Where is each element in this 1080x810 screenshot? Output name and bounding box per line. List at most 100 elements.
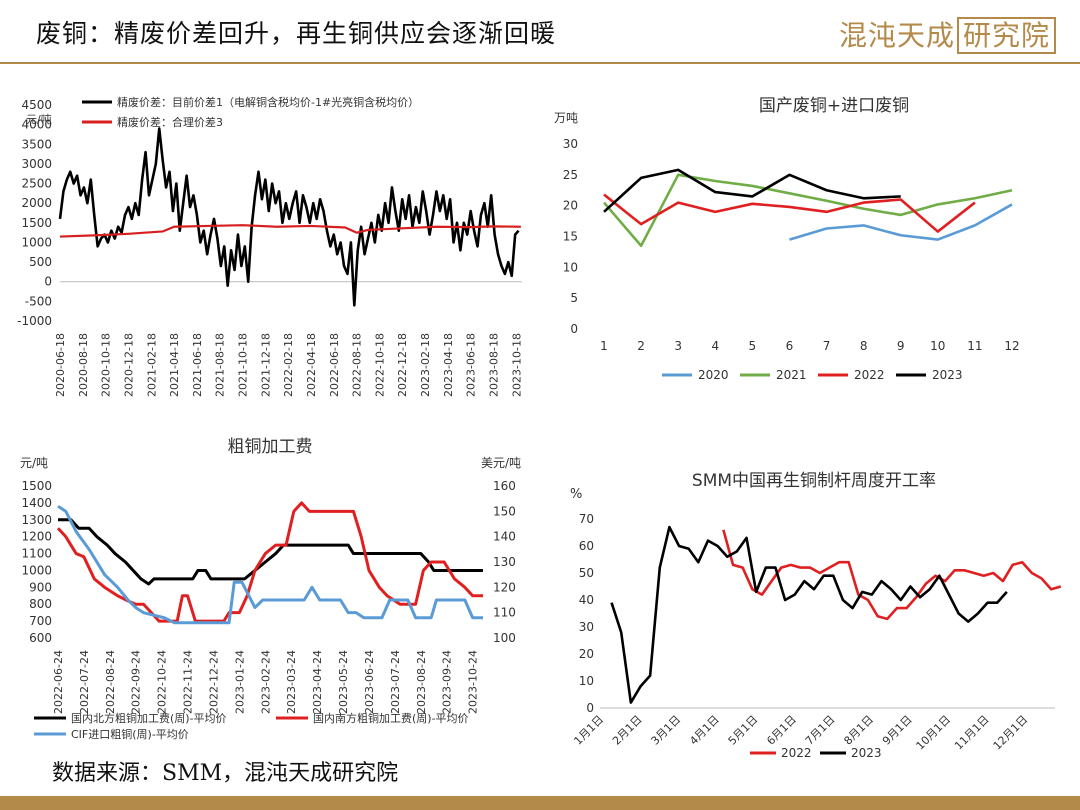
x-tick-label: 2021-04-18 — [168, 333, 181, 397]
y-tick-label: 1100 — [21, 547, 52, 561]
y-tick-label: 40 — [579, 593, 594, 607]
y-tick-label: -500 — [25, 294, 52, 308]
legend-label: 国内南方粗铜加工费(周)-平均价 — [313, 711, 469, 725]
y-tick-label: 1500 — [21, 479, 52, 493]
y2-tick-label: 160 — [493, 479, 516, 493]
legend-label: 2023 — [851, 746, 882, 760]
y-tick-label: 2500 — [21, 177, 52, 191]
legend-label: CIF进口粗铜(周)-平均价 — [71, 727, 189, 741]
x-tick-label: 2022-09-24 — [130, 650, 143, 714]
y2-axis-label: 美元/吨 — [481, 456, 521, 470]
x-tick-label: 2 — [637, 339, 645, 353]
x-tick-label: 4 — [711, 339, 719, 353]
x-tick-label: 2021-12-18 — [259, 333, 272, 397]
x-tick-label: 4月1日 — [687, 713, 722, 748]
x-tick-label: 2023-08-24 — [415, 650, 428, 714]
y-axis-label: 元/吨 — [26, 113, 52, 126]
series-line — [722, 529, 1062, 621]
y2-tick-label: 120 — [493, 580, 516, 594]
x-tick-label: 5月1日 — [726, 713, 761, 748]
legend-label: 精废价差：目前价差1（电解铜含税均价-1#光亮铜含税均价） — [117, 95, 419, 109]
y-tick-label: 25 — [563, 168, 578, 182]
x-tick-label: 8月1日 — [841, 713, 876, 748]
operating-rate-chart: SMM中国再生铜制杆周度开工率% 0 10 20 30 40 50 60 70 1月1日 2月1日 3… — [570, 471, 1062, 760]
y-tick-label: 10 — [563, 260, 578, 274]
x-tick-label: 2023-10-24 — [467, 650, 480, 714]
y-tick-label: 30 — [579, 620, 594, 634]
y2-tick-label: 130 — [493, 555, 516, 569]
logo-boxed-text: 研究院 — [956, 17, 1056, 54]
x-tick-label: 9月1日 — [880, 713, 915, 748]
x-tick-label: 2021-06-18 — [191, 333, 204, 397]
legend-label: 2023 — [932, 368, 963, 382]
x-tick-label: 2022-10-18 — [373, 333, 386, 397]
y-tick-label: 3500 — [21, 137, 52, 151]
x-tick-label: 2022-02-18 — [282, 333, 295, 397]
x-tick-label: 12月1日 — [991, 713, 1031, 753]
x-tick-label: 2023-10-18 — [510, 333, 523, 397]
x-tick-label: 2022-08-24 — [104, 650, 117, 714]
x-tick-label: 1 — [600, 339, 608, 353]
x-tick-label: 11 — [967, 339, 982, 353]
x-tick-label: 3月1日 — [649, 713, 684, 748]
x-tick-label: 2022-06-18 — [328, 333, 341, 397]
x-tick-label: 2023-05-24 — [337, 650, 350, 714]
y-tick-label: 4000 — [21, 118, 52, 132]
x-tick-label: 10月1日 — [914, 713, 954, 753]
series-line — [57, 505, 483, 625]
series-line — [58, 127, 520, 307]
y-tick-label: 5 — [570, 291, 578, 305]
x-tick-label: 2022-04-18 — [305, 333, 318, 397]
y-tick-label: 1200 — [21, 530, 52, 544]
x-tick-label: 2021-08-18 — [214, 333, 227, 397]
y-tick-label: 1300 — [21, 513, 52, 527]
y-tick-label: 800 — [29, 597, 52, 611]
y-tick-label: 20 — [563, 199, 578, 213]
y-tick-label: 1000 — [21, 563, 52, 577]
y-tick-label: 0 — [44, 275, 52, 289]
y-tick-label: 20 — [579, 647, 594, 661]
x-tick-label: 2023-07-24 — [389, 650, 402, 714]
x-tick-label: 3 — [674, 339, 682, 353]
x-tick-label: 1月1日 — [571, 713, 606, 748]
y-tick-label: 30 — [563, 137, 578, 151]
x-tick-label: 2023-09-24 — [441, 650, 454, 714]
x-tick-label: 7月1日 — [803, 713, 838, 748]
x-tick-label: 7 — [823, 339, 831, 353]
series-line — [603, 193, 976, 233]
series-line — [58, 518, 483, 586]
x-tick-label: 2020-10-18 — [100, 333, 113, 397]
y2-tick-label: 150 — [493, 504, 516, 518]
y-tick-label: 0 — [586, 701, 594, 715]
y-tick-label: 1000 — [21, 235, 52, 249]
y2-tick-label: 100 — [493, 631, 516, 645]
x-tick-label: 2022-08-18 — [351, 333, 364, 397]
legend-label: 2021 — [776, 368, 807, 382]
x-tick-label: 2020-08-18 — [77, 333, 90, 397]
x-tick-label: 6月1日 — [764, 713, 799, 748]
series-line — [610, 525, 1008, 704]
logo-text: 混沌天成 — [838, 19, 955, 52]
x-tick-label: 2023-06-24 — [363, 650, 376, 714]
y-tick-label: 50 — [579, 566, 594, 580]
x-tick-label: 2022-07-24 — [78, 650, 91, 714]
chart-title: 粗铜加工费 — [228, 437, 313, 457]
x-tick-label: 2020-06-18 — [54, 333, 67, 397]
legend-label: 精废价差：合理价差3 — [117, 115, 223, 129]
legend-label: 国内北方粗铜加工费(周)-平均价 — [71, 711, 227, 725]
legend-label: 2022 — [854, 368, 885, 382]
x-tick-label: 12 — [1004, 339, 1019, 353]
brand-logo: 混沌天成 研究院 — [839, 14, 1056, 54]
y-axis-label: % — [570, 487, 582, 502]
y-tick-label: 70 — [579, 512, 594, 526]
x-tick-label: 2020-12-18 — [122, 333, 135, 397]
x-tick-label: 2022-06-24 — [52, 650, 65, 714]
y-tick-label: 15 — [563, 230, 578, 244]
x-tick-label: 2023-06-18 — [465, 333, 478, 397]
chart-title: 国产废铜+进口废铜 — [759, 96, 909, 116]
x-tick-label: 2023-02-24 — [259, 650, 272, 714]
series-line — [56, 501, 483, 623]
y-tick-label: 1500 — [21, 216, 52, 230]
x-tick-label: 2023-04-18 — [442, 333, 455, 397]
page-title: 废铜：精废价差回升，再生铜供应会逐渐回暖 — [36, 19, 557, 48]
